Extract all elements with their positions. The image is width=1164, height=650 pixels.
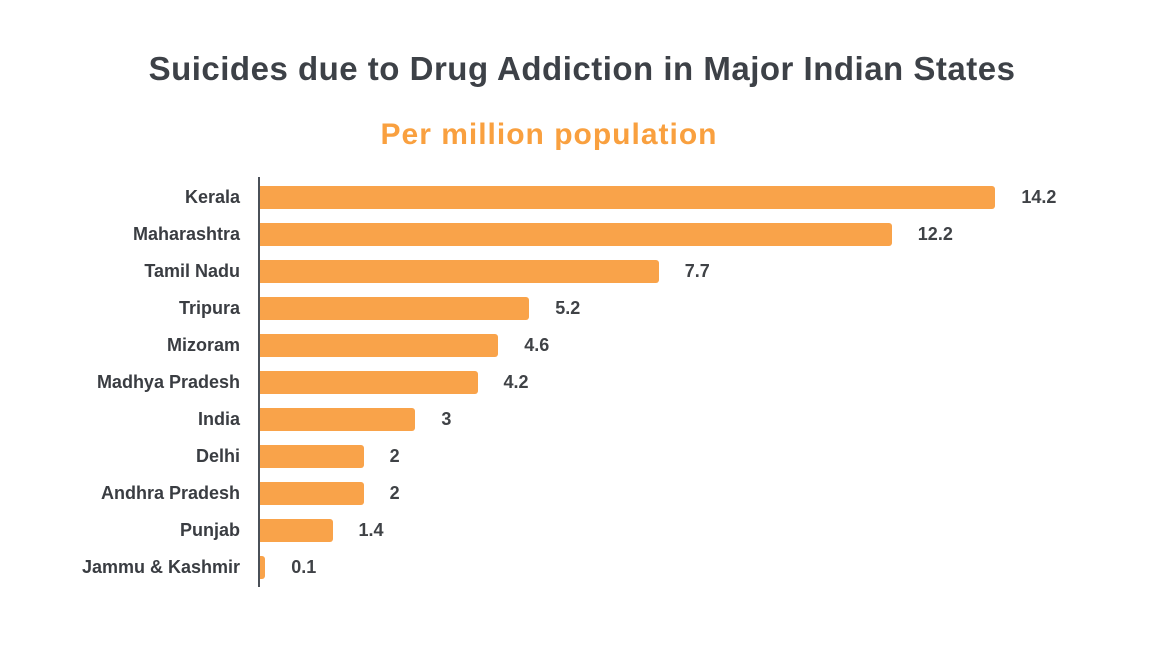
category-label: Tripura: [178, 298, 240, 318]
row-plot: 14.2: [260, 186, 1164, 209]
value-label: 0.1: [291, 557, 317, 577]
value-label: 12.2: [917, 224, 953, 244]
chart-row: Maharashtra 12.2: [0, 223, 1164, 246]
bar[interactable]: [260, 371, 478, 394]
category-label: Delhi: [195, 446, 240, 466]
chart-subtitle: Per million population: [380, 118, 718, 151]
bar[interactable]: [260, 260, 659, 283]
chart-title: Suicides due to Drug Addiction in Major …: [148, 50, 1016, 87]
value-label: 4.2: [503, 372, 529, 392]
value-label: 2: [389, 483, 400, 503]
chart-rows: Kerala 14.2 Maharashtra 12.2 Tamil Nadu 7.7 Tr…: [0, 186, 1164, 579]
bar[interactable]: [260, 519, 333, 542]
bar[interactable]: [260, 186, 996, 209]
chart-row: Tripura 5.2: [0, 297, 1164, 320]
value-label: 3: [441, 409, 452, 429]
category-label: Punjab: [179, 520, 240, 540]
row-plot: 2: [260, 482, 1164, 505]
bar[interactable]: [260, 297, 530, 320]
value-label: 1.4: [358, 520, 384, 540]
category-label: Mizoram: [166, 335, 240, 355]
category-label: Andhra Pradesh: [100, 483, 240, 503]
row-plot: 2: [260, 445, 1164, 468]
chart-row: India 3: [0, 408, 1164, 431]
bar[interactable]: [260, 334, 499, 357]
chart-row: Punjab 1.4: [0, 519, 1164, 542]
row-plot: 12.2: [260, 223, 1164, 246]
chart-row: Delhi 2: [0, 445, 1164, 468]
category-label: Kerala: [184, 187, 240, 207]
row-plot: 0.1: [260, 556, 1164, 579]
bar[interactable]: [260, 556, 266, 579]
category-label: Tamil Nadu: [144, 261, 240, 281]
row-plot: 7.7: [260, 260, 1164, 283]
bar[interactable]: [260, 408, 416, 431]
chart-row: Kerala 14.2: [0, 186, 1164, 209]
chart-row: Jammu & Kashmir 0.1: [0, 556, 1164, 579]
y-axis-line: [258, 177, 260, 587]
value-label: 14.2: [1021, 187, 1057, 207]
chart-row: Mizoram 4.6: [0, 334, 1164, 357]
bar-chart: Kerala 14.2 Maharashtra 12.2 Tamil Nadu 7.7 Tr…: [0, 177, 1164, 607]
value-label: 7.7: [684, 261, 710, 281]
category-label: India: [197, 409, 240, 429]
chart-row: Madhya Pradesh 4.2: [0, 371, 1164, 394]
bar[interactable]: [260, 482, 364, 505]
chart-row: Andhra Pradesh 2: [0, 482, 1164, 505]
value-label: 2: [389, 446, 400, 466]
row-plot: 4.6: [260, 334, 1164, 357]
category-label: Jammu & Kashmir: [81, 557, 240, 577]
bar[interactable]: [260, 445, 364, 468]
value-label: 4.6: [524, 335, 550, 355]
row-plot: 4.2: [260, 371, 1164, 394]
row-plot: 3: [260, 408, 1164, 431]
category-label: Maharashtra: [132, 224, 240, 244]
category-label: Madhya Pradesh: [96, 372, 240, 392]
chart-row: Tamil Nadu 7.7: [0, 260, 1164, 283]
value-label: 5.2: [555, 298, 581, 318]
row-plot: 1.4: [260, 519, 1164, 542]
bar[interactable]: [260, 223, 892, 246]
row-plot: 5.2: [260, 297, 1164, 320]
